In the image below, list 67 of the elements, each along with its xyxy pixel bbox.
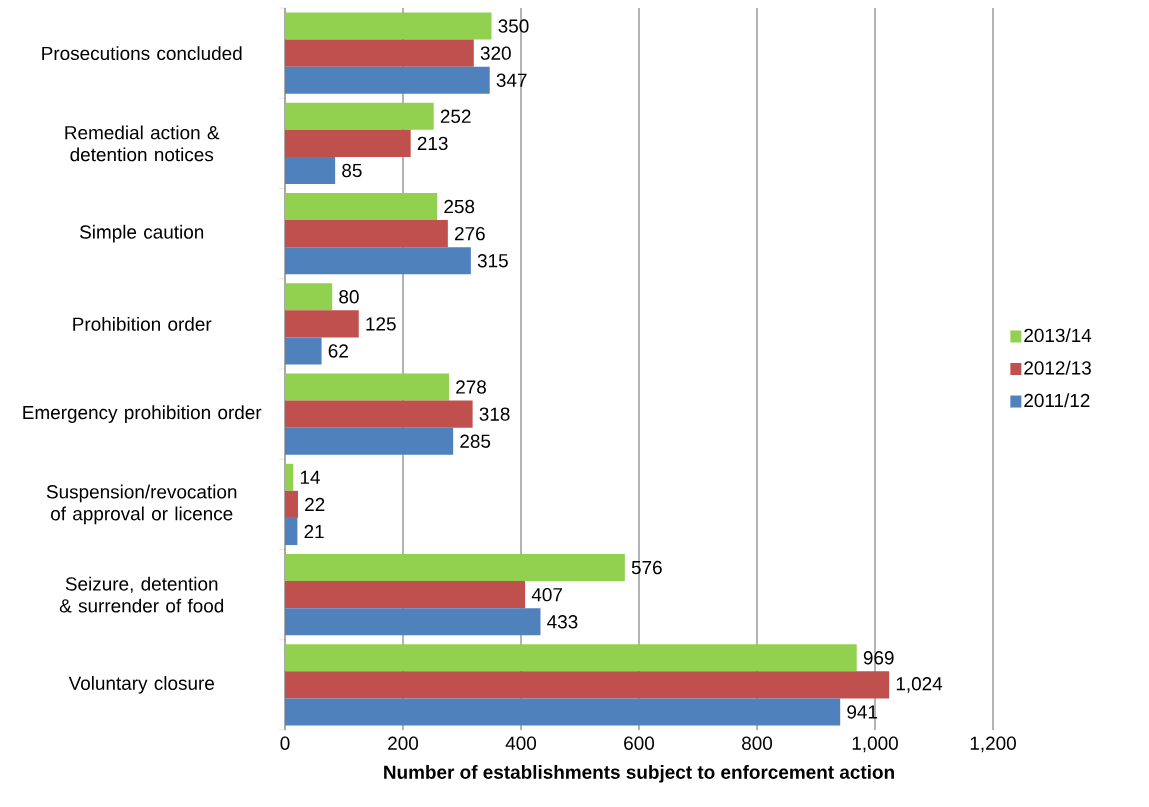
data-label: 213 (417, 136, 448, 151)
legend-label: 2012/13 (1024, 360, 1091, 375)
data-label: 320 (480, 46, 511, 60)
bar (285, 283, 333, 311)
bar (285, 517, 298, 545)
bar (285, 581, 526, 609)
bar (285, 698, 841, 726)
legend-label: 2013/14 (1024, 328, 1092, 343)
data-label: 576 (631, 560, 662, 575)
data-label: 252 (440, 109, 471, 123)
x-tick-label: 200 (388, 736, 419, 750)
data-label: 285 (460, 434, 491, 448)
bar (285, 644, 857, 672)
bar (285, 490, 298, 518)
data-label: 433 (547, 615, 578, 629)
x-axis-title: Number of establishments subject to enforcement action (384, 764, 894, 783)
data-label: 258 (444, 199, 475, 214)
x-tick-label: 1,000 (852, 736, 898, 753)
data-label: 21 (304, 524, 324, 539)
y-tick-label: Emergency prohibition order (23, 405, 262, 423)
y-tick-label: Simple caution (79, 224, 204, 243)
bar (285, 554, 625, 582)
y-tick-label: Suspension/revocation of approval or licence (46, 484, 237, 525)
data-label: 85 (342, 163, 362, 178)
data-label: 1,024 (896, 677, 943, 693)
data-label: 350 (498, 19, 529, 33)
bar (285, 671, 890, 699)
bar (285, 12, 492, 40)
data-label: 347 (496, 73, 527, 87)
x-tick-label: 800 (742, 736, 773, 750)
y-tick-label: Voluntary closure (68, 676, 214, 694)
data-label: 276 (454, 226, 485, 241)
data-label: 14 (300, 470, 320, 484)
bar (285, 39, 474, 67)
y-tick-label: Prohibition order (73, 316, 212, 331)
bar (285, 193, 438, 221)
bar (285, 463, 294, 491)
data-label: 315 (477, 254, 508, 268)
bar (285, 129, 411, 157)
bar (285, 156, 336, 184)
x-tick-label: 600 (624, 736, 655, 750)
data-label: 80 (339, 290, 359, 304)
bar (285, 337, 322, 365)
bar (285, 66, 490, 94)
bar (285, 608, 541, 636)
data-label: 22 (305, 497, 325, 511)
x-tick-label: 1,200 (970, 736, 1016, 753)
data-label: 62 (328, 344, 348, 358)
bar (285, 310, 359, 338)
data-label: 278 (456, 380, 486, 394)
y-tick-label: Seizure, detention & surrender of food (59, 576, 224, 613)
y-tick-label: Prosecutions concluded (42, 46, 242, 61)
x-tick-label: 400 (505, 736, 537, 750)
data-label: 969 (863, 651, 894, 665)
data-label: 941 (847, 705, 878, 719)
data-label: 125 (366, 317, 396, 331)
y-tick-label: Remedial action & detention notices (65, 125, 220, 162)
data-label: 318 (479, 407, 510, 421)
bar (285, 400, 473, 428)
bar (285, 427, 454, 455)
bar (285, 247, 471, 275)
legend-label: 2011/12 (1024, 393, 1090, 408)
bar (285, 220, 448, 248)
bar (285, 373, 450, 401)
data-label: 407 (531, 587, 562, 602)
bar (285, 102, 434, 130)
x-tick-label: 0 (280, 736, 290, 750)
